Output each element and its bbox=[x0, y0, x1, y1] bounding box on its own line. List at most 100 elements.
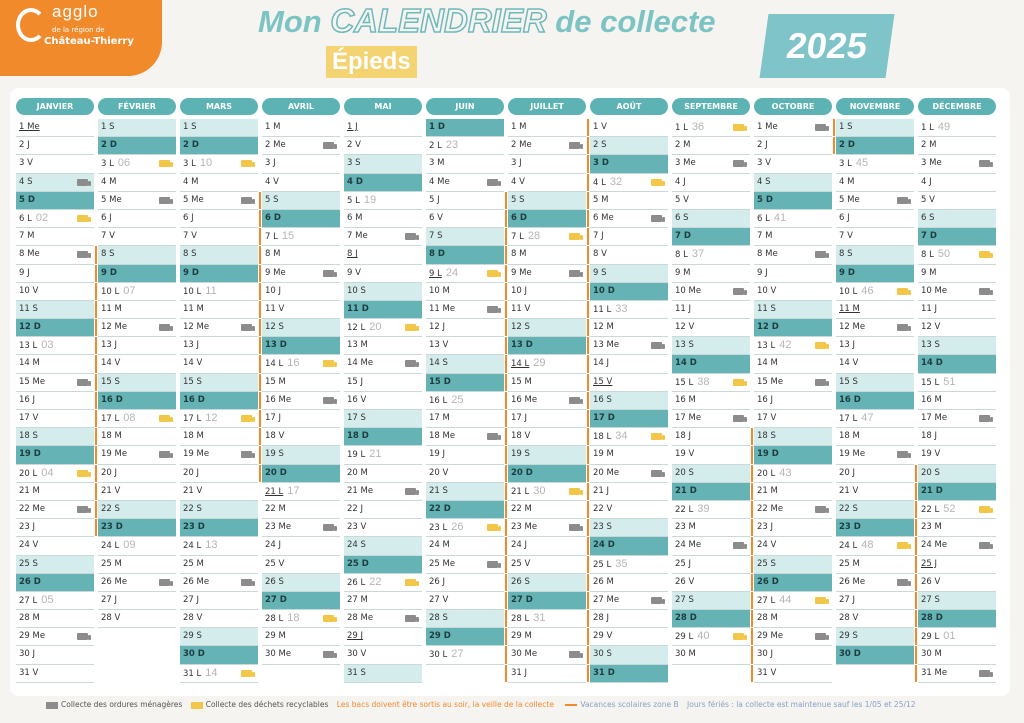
day-label: 2 J bbox=[19, 140, 30, 151]
day-cell: 6 D bbox=[259, 209, 340, 229]
day-cell: 12 Me bbox=[95, 319, 176, 338]
week-number: 45 bbox=[855, 157, 869, 170]
day-label: 26 Me bbox=[183, 576, 210, 587]
day-label: 4 S bbox=[757, 176, 771, 187]
day-label: 26 S bbox=[511, 576, 530, 587]
day-cell: 20 V bbox=[426, 465, 504, 483]
day-label: 9 S bbox=[593, 267, 607, 278]
day-cell: 7 V bbox=[180, 228, 258, 247]
day-cell: 20 J bbox=[836, 465, 914, 483]
day-cell: 9 J bbox=[754, 265, 832, 283]
day-cell: 20 D bbox=[259, 464, 340, 483]
day-cell: 19 D bbox=[751, 446, 832, 465]
legend-exceptions: les 1/05 et 25/12 bbox=[851, 700, 916, 709]
day-label: 25 M bbox=[839, 558, 860, 569]
day-label: 18 J bbox=[675, 431, 692, 442]
day-label: 14 V bbox=[839, 358, 859, 369]
day-cell: 5 V bbox=[918, 192, 996, 210]
day-cell: 17 D bbox=[587, 410, 668, 429]
day-cell: 1 Me bbox=[754, 119, 832, 138]
day-cell: 7 V bbox=[836, 228, 914, 247]
day-cell: 18 M bbox=[180, 428, 258, 447]
month-header: JUILLET bbox=[508, 98, 586, 115]
day-label: 17 S bbox=[347, 413, 366, 423]
day-cell: 23 Me bbox=[505, 519, 586, 538]
household-truck-icon bbox=[651, 469, 665, 477]
day-label: 16 Me bbox=[265, 394, 292, 405]
day-label: 2 D bbox=[101, 140, 117, 151]
day-label: 7 D bbox=[675, 231, 691, 242]
day-label: 21 L bbox=[265, 486, 284, 497]
day-label: 18 Me bbox=[429, 431, 456, 442]
week-number: 39 bbox=[697, 502, 710, 515]
day-cell: 17 M bbox=[426, 410, 504, 429]
household-truck-icon bbox=[569, 651, 583, 659]
day-label: 3 L bbox=[101, 159, 114, 170]
day-cell: 5 S bbox=[259, 191, 340, 210]
day-label: 1 M bbox=[511, 122, 527, 132]
day-label: 27 V bbox=[429, 594, 449, 605]
day-cell: 1 M bbox=[508, 119, 586, 138]
day-cell: 16 M bbox=[672, 392, 750, 410]
day-label: 24 J bbox=[511, 540, 528, 551]
day-cell: 25 M bbox=[98, 556, 176, 574]
household-truck-icon bbox=[897, 196, 911, 204]
day-cell: 29 M bbox=[262, 628, 340, 647]
day-cell: 6 J bbox=[180, 210, 258, 229]
day-label: 23 L bbox=[429, 523, 448, 534]
household-truck-icon bbox=[159, 196, 173, 204]
day-cell: 28 M bbox=[16, 610, 94, 629]
day-label: 12 V bbox=[675, 322, 695, 333]
day-label: 8 Me bbox=[757, 249, 778, 260]
day-label: 29 D bbox=[429, 631, 451, 642]
day-cell: 3 V bbox=[16, 155, 94, 174]
household-truck-icon bbox=[323, 524, 337, 532]
recycling-truck-icon bbox=[487, 269, 501, 277]
day-label: 8 S bbox=[183, 249, 197, 260]
day-label: 31 V bbox=[19, 667, 39, 678]
day-label: 29 S bbox=[839, 631, 858, 642]
day-cell: 11 V bbox=[505, 300, 586, 320]
day-cell: 9 J bbox=[16, 265, 94, 283]
day-label: 2 D bbox=[183, 140, 199, 151]
day-cell: 2 D bbox=[98, 137, 176, 156]
day-label: 17 J bbox=[265, 413, 282, 423]
day-label: 22 J bbox=[347, 503, 364, 514]
day-cell: 15 M bbox=[259, 373, 340, 392]
day-label: 9 V bbox=[347, 267, 361, 278]
day-label: 8 L bbox=[675, 250, 688, 261]
day-cell: 19 M bbox=[587, 446, 668, 465]
logo-word: agglo bbox=[52, 2, 99, 21]
day-cell: 15 L 51 bbox=[918, 374, 996, 392]
day-cell: 12 D bbox=[754, 319, 832, 338]
day-label: 4 M bbox=[183, 176, 199, 187]
day-cell: 9 M bbox=[672, 265, 750, 283]
day-label: 23 M bbox=[921, 522, 942, 533]
day-cell: 5 Me bbox=[98, 192, 176, 210]
day-label: 18 S bbox=[757, 431, 776, 442]
month-header: MAI bbox=[344, 98, 422, 115]
day-cell: 14 D bbox=[918, 355, 996, 374]
day-cell: 31 V bbox=[751, 664, 832, 683]
day-cell: 20 J bbox=[95, 464, 176, 483]
week-number: 48 bbox=[861, 539, 874, 552]
day-cell: 18 D bbox=[344, 428, 422, 447]
day-cell: 18 M bbox=[95, 428, 176, 447]
day-label: 5 Me bbox=[101, 194, 122, 205]
day-cell: 10 V bbox=[754, 283, 832, 301]
household-truck-icon bbox=[651, 596, 665, 604]
week-number: 03 bbox=[41, 339, 54, 352]
week-number: 11 bbox=[205, 284, 217, 297]
day-cell: 3 Me bbox=[672, 155, 750, 174]
week-number: 23 bbox=[445, 139, 459, 152]
day-label: 23 Me bbox=[511, 522, 538, 533]
day-label: 24 S bbox=[347, 540, 366, 551]
day-label: 30 D bbox=[183, 649, 205, 660]
week-number: 42 bbox=[779, 339, 792, 352]
recycling-truck-icon bbox=[569, 487, 583, 495]
day-label: 8 Me bbox=[19, 249, 40, 260]
week-number: 16 bbox=[287, 357, 300, 370]
day-cell: 2 J bbox=[16, 137, 94, 156]
